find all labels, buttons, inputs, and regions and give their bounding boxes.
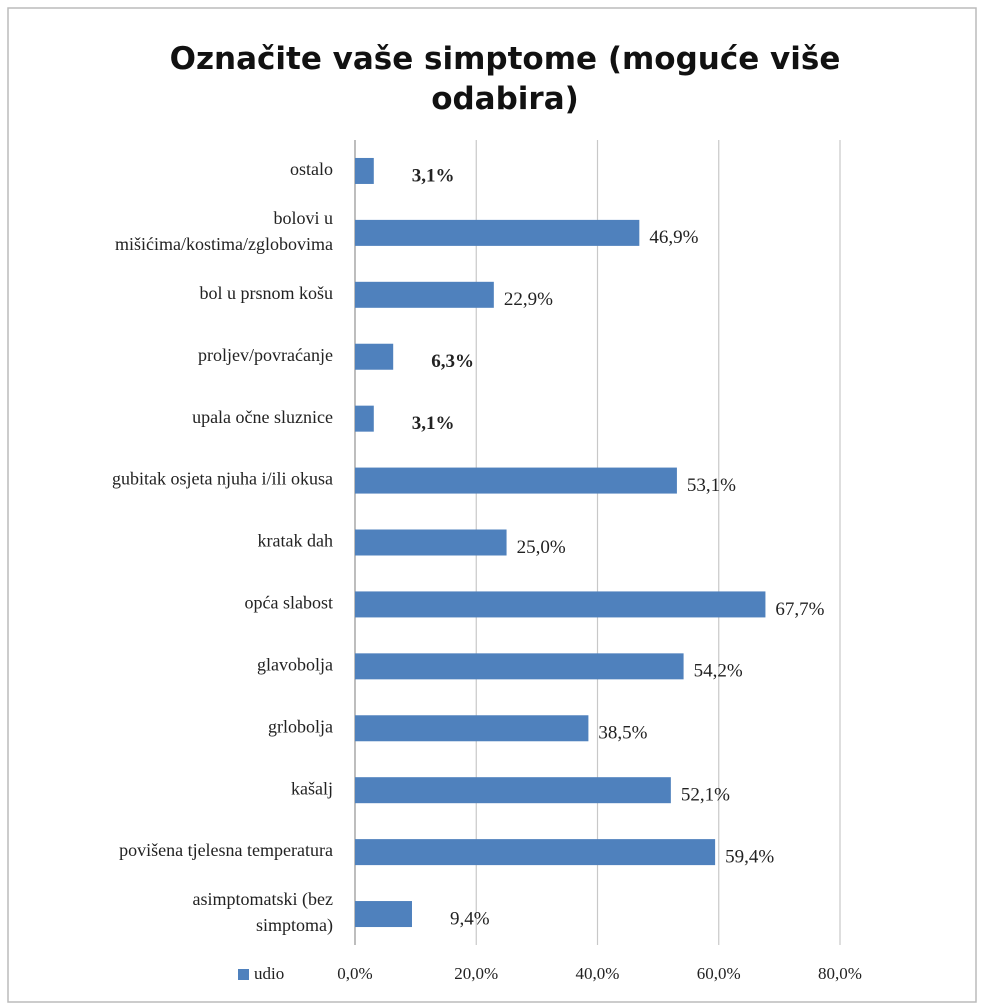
bar <box>355 529 507 556</box>
y-tick-label: grlobolja <box>268 716 333 736</box>
y-tick-label: ostalo <box>290 159 333 179</box>
data-label: 67,7% <box>775 599 824 620</box>
chart-frame <box>7 7 977 1003</box>
data-label: 46,9% <box>649 227 698 248</box>
legend-swatch <box>238 969 249 980</box>
x-tick-label: 80,0% <box>818 964 862 983</box>
bar <box>355 467 677 494</box>
y-tick-label: bol u prsnom košu <box>199 283 333 303</box>
bar <box>355 653 684 680</box>
data-label: 22,9% <box>504 289 553 310</box>
x-tick-label: 20,0% <box>454 964 498 983</box>
y-tick-label: kratak dah <box>258 531 333 551</box>
bar <box>355 715 589 742</box>
bar <box>355 839 716 866</box>
bar <box>355 901 412 928</box>
data-label: 53,1% <box>687 475 736 496</box>
bar <box>355 777 671 804</box>
bar <box>355 281 494 308</box>
data-label: 3,1% <box>412 413 455 434</box>
data-label: 38,5% <box>598 723 647 744</box>
y-tick-label: bolovi u mišićima/kostima/zglobovima <box>115 208 333 254</box>
data-label: 25,0% <box>517 537 566 558</box>
bar <box>355 219 640 246</box>
bar <box>355 157 374 184</box>
y-tick-label: kašalj <box>291 778 333 798</box>
x-tick-label: 40,0% <box>576 964 620 983</box>
bar <box>355 405 374 432</box>
chart-title: Označite vaše simptome (moguće više odabi… <box>170 41 841 117</box>
data-label: 52,1% <box>681 785 730 806</box>
y-tick-label: opća slabost <box>245 593 333 613</box>
y-tick-label: povišena tjelesna temperatura <box>119 840 333 860</box>
y-tick-label: proljev/povraćanje <box>198 345 333 365</box>
legend-label: udio <box>254 964 284 983</box>
bar <box>355 591 766 618</box>
data-label: 6,3% <box>431 351 474 372</box>
data-label: 9,4% <box>450 908 490 929</box>
x-tick-label: 0,0% <box>337 964 372 983</box>
data-label: 54,2% <box>694 661 743 682</box>
y-tick-label: glavobolja <box>257 654 333 674</box>
data-label: 59,4% <box>725 846 774 867</box>
data-label: 3,1% <box>412 165 455 186</box>
bar <box>355 343 394 370</box>
y-tick-label: upala očne sluznice <box>192 407 333 427</box>
y-tick-label: gubitak osjeta njuha i/ili okusa <box>112 469 333 489</box>
x-tick-label: 60,0% <box>697 964 741 983</box>
y-tick-label: asimptomatski (bez simptoma) <box>193 889 333 936</box>
